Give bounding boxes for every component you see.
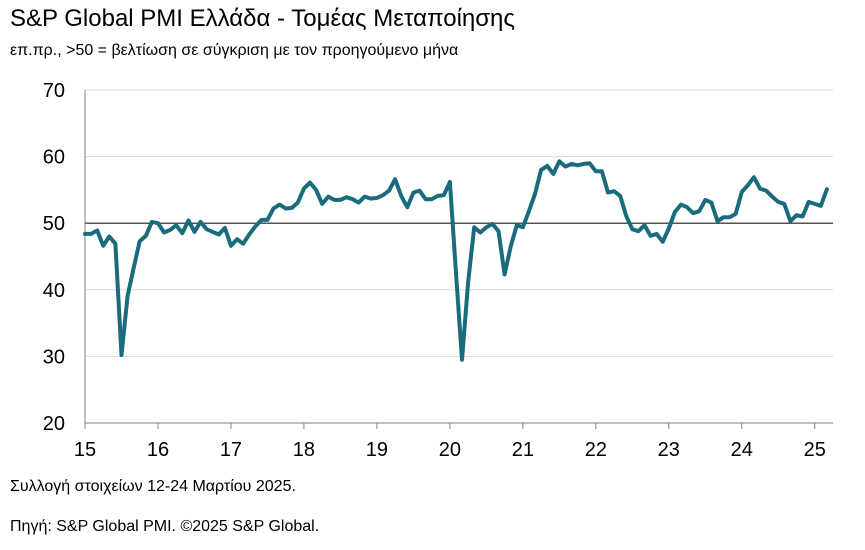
y-tick-label: 30: [43, 346, 65, 368]
data-collection-note: Συλλογή στοιχείων 12-24 Μαρτίου 2025.: [10, 478, 296, 495]
x-tick-label: 16: [147, 439, 169, 461]
x-tick-label: 24: [731, 439, 753, 461]
axes: [84, 90, 833, 424]
chart-title: S&P Global PMI Ελλάδα - Τομέας Μεταποίησ…: [10, 5, 515, 32]
series-lines: [83, 159, 829, 362]
x-tick-label: 19: [366, 439, 388, 461]
x-tick-label: 20: [439, 439, 461, 461]
x-tick-label: 18: [293, 439, 315, 461]
chart-subtitle: επ.πρ., >50 = βελτίωση σε σύγκριση με το…: [10, 42, 459, 59]
y-tick-label: 40: [43, 280, 65, 302]
source-note: Πηγή: S&P Global PMI. ©2025 S&P Global.: [10, 518, 320, 535]
y-tick-label: 20: [43, 413, 65, 435]
y-axis-ticks: 20 30 40 50 60 70: [43, 80, 65, 435]
x-tick-label: 17: [220, 439, 242, 461]
y-tick-label: 50: [43, 213, 65, 235]
x-axis-ticks: 15 16 17 18 19 20 21 22 23 24 25: [74, 423, 826, 461]
x-tick-label: 25: [804, 439, 826, 461]
x-tick-label: 23: [658, 439, 680, 461]
y-tick-label: 60: [43, 147, 65, 169]
x-tick-label: 22: [585, 439, 607, 461]
x-tick-label: 21: [512, 439, 534, 461]
y-tick-label: 70: [43, 80, 65, 102]
x-tick-label: 15: [74, 439, 96, 461]
series-line-pmi: [83, 159, 829, 362]
